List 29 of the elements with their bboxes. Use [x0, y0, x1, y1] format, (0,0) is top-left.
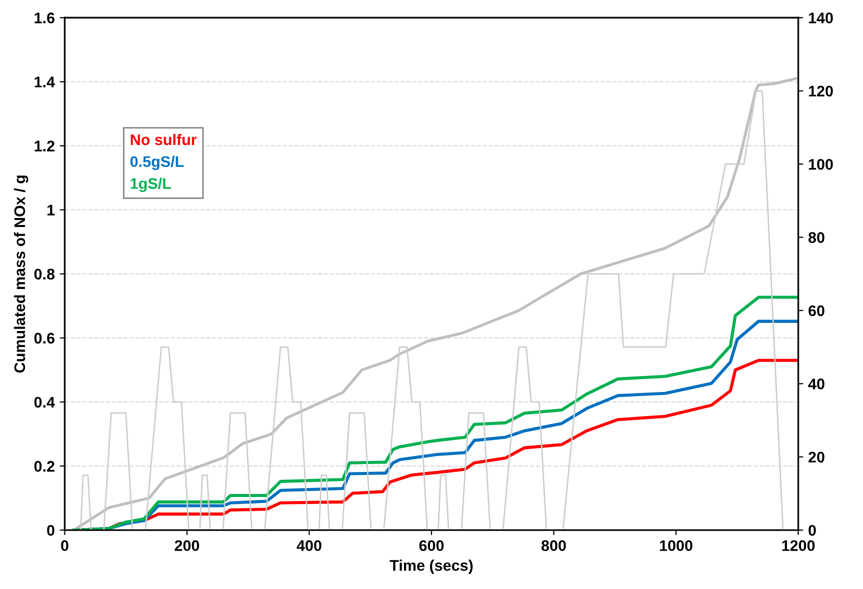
y2-tick-label: 60 — [808, 305, 824, 316]
y-tick-label: 1.2 — [34, 140, 54, 152]
x-tick-label: 1000 — [660, 540, 692, 552]
x-tick-label: 600 — [419, 540, 444, 552]
y-tick-label: 0.2 — [34, 460, 54, 472]
y2-tick-label: 140 — [808, 12, 833, 24]
x-tick-label: 800 — [542, 540, 566, 552]
x-tick-label: 0 — [61, 540, 68, 552]
text: 0.5gS/L — [130, 156, 184, 170]
y2-tick-label: 120 — [808, 86, 833, 97]
x-tick-label: 200 — [174, 540, 200, 552]
y-tick-label: 1.4 — [34, 76, 55, 88]
y2-tick-label: 80 — [808, 232, 824, 243]
y2-tick-label: 20 — [808, 452, 824, 463]
y2-tick-label: 100 — [808, 158, 833, 170]
y-tick-label: 0.8 — [34, 268, 55, 280]
x-tick-label: 1200 — [782, 540, 815, 552]
y-tick-label: 0.6 — [34, 332, 54, 344]
y-axis-title: Cumulated mass of NOx / g — [14, 176, 28, 373]
y2-tick-label: 0 — [808, 524, 816, 536]
y-tick-label: 1 — [47, 204, 55, 216]
x-tick-label: 400 — [296, 540, 322, 552]
y2-tick-label: 40 — [808, 378, 824, 390]
text: 1gS/L — [130, 178, 171, 192]
y-tick-label: 0 — [47, 524, 54, 536]
y-tick-label: 0.4 — [34, 396, 55, 408]
x-axis-title: Time (secs) — [390, 560, 473, 574]
text: No sulfur — [130, 134, 197, 146]
y-tick-label: 1.6 — [34, 12, 54, 24]
